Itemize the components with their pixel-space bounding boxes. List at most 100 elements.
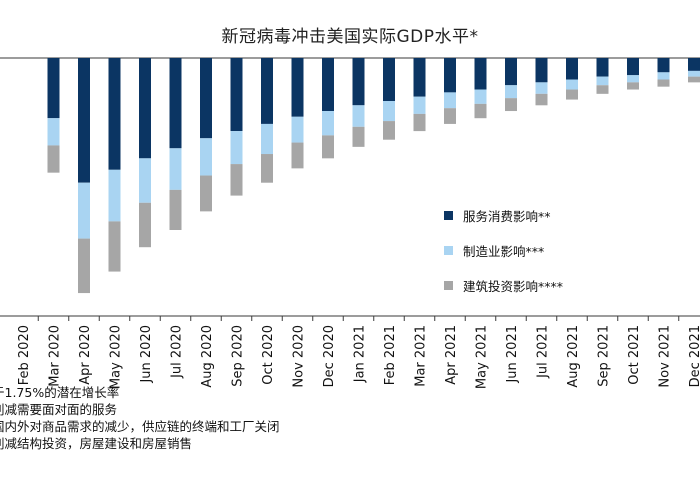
bar-construction — [322, 135, 334, 159]
legend-swatch-manufacturing — [444, 245, 453, 255]
bar-services — [230, 58, 243, 132]
x-tick-label: Oct 2021 — [627, 325, 642, 385]
x-tick-label: Oct 2020 — [261, 325, 276, 385]
bar-manufacturing — [139, 158, 151, 203]
bar-manufacturing — [47, 118, 60, 146]
bar-manufacturing — [261, 123, 273, 155]
footnote-line: 削减结构投资，房屋建设和房屋销售 — [0, 436, 193, 451]
bar-services — [322, 58, 334, 112]
bar-services — [688, 58, 700, 71]
x-tick-label: Sep 2020 — [231, 325, 246, 387]
bar-manufacturing — [657, 72, 670, 80]
x-tick-label: May 2020 — [109, 325, 124, 389]
bar-manufacturing — [535, 82, 548, 94]
x-tick-label: Apr 2020 — [78, 325, 93, 385]
bar-services — [413, 58, 426, 97]
x-tick-label: Jan 2021 — [353, 325, 368, 383]
legend-label-construction: 建筑投资影响**** — [463, 278, 564, 294]
x-tick-label: Dec 2021 — [688, 325, 700, 387]
bar-construction — [230, 164, 243, 196]
x-tick-label: Sep 2021 — [597, 325, 612, 387]
bar-manufacturing — [78, 182, 90, 239]
bar-manufacturing — [200, 138, 212, 176]
bar-manufacturing — [474, 89, 487, 104]
legend-swatch-construction — [444, 280, 453, 290]
bar-services — [291, 58, 304, 117]
x-tick-label: Aug 2021 — [566, 325, 581, 388]
x-tick-label: Dec 2020 — [322, 325, 337, 387]
bar-construction — [169, 189, 182, 230]
bar-services — [383, 58, 395, 101]
bar-manufacturing — [291, 116, 304, 143]
bar-manufacturing — [413, 96, 426, 114]
bar-manufacturing — [383, 101, 395, 122]
bar-construction — [200, 175, 212, 212]
bar-construction — [474, 103, 487, 119]
legend-item-services: 服务消费影响** — [444, 207, 551, 224]
bar-construction — [688, 76, 700, 83]
bar-construction — [139, 202, 151, 248]
bar-manufacturing — [688, 70, 700, 77]
x-tick-label: Mar 2020 — [48, 325, 63, 387]
footnote-line: 削减需要面对面的服务 — [0, 402, 118, 417]
bar-services — [596, 58, 609, 77]
bar-construction — [352, 126, 365, 147]
x-tick-label: Jun 2020 — [139, 325, 154, 384]
bar-construction — [383, 121, 395, 140]
footnotes: 于1.75%的潜在增长率 削减需要面对面的服务 国内外对商品需求的减少，供应链的… — [0, 384, 280, 452]
bar-construction — [291, 142, 304, 169]
bar-services — [139, 58, 151, 159]
bar-construction — [627, 82, 639, 90]
bar-construction — [108, 221, 121, 272]
bar-construction — [78, 238, 90, 294]
x-tick-label: May 2021 — [475, 325, 490, 389]
bar-services — [657, 58, 670, 73]
bar-manufacturing — [566, 79, 578, 90]
bar-services — [627, 58, 639, 76]
bar-manufacturing — [596, 76, 609, 86]
bar-services — [444, 58, 456, 93]
bar-services — [108, 58, 121, 170]
bar-services — [200, 58, 212, 139]
bar-manufacturing — [505, 85, 517, 99]
bar-manufacturing — [627, 75, 639, 83]
chart-title: 新冠病毒冲击美国实际GDP水平* — [221, 27, 479, 47]
legend-item-manufacturing: 制造业影响*** — [444, 242, 545, 259]
bar-manufacturing — [352, 105, 365, 127]
legend-item-construction: 建筑投资影响**** — [444, 277, 564, 294]
x-tick-label: Feb 2020 — [17, 325, 32, 385]
bar-construction — [657, 79, 670, 87]
x-tick-label: Jul 2020 — [170, 325, 185, 379]
bar-services — [474, 58, 487, 90]
bar-construction — [444, 108, 456, 124]
bar-construction — [47, 145, 60, 173]
bar-services — [47, 58, 60, 119]
bar-manufacturing — [230, 131, 243, 165]
footnote-line: 国内外对商品需求的减少，供应链的终端和工厂关闭 — [0, 419, 280, 434]
bar-services — [78, 58, 90, 183]
x-tick-label: Nov 2021 — [658, 325, 673, 388]
bar-construction — [505, 98, 517, 112]
legend-label-manufacturing: 制造业影响*** — [463, 243, 545, 259]
bar-construction — [535, 93, 548, 106]
bar-services — [352, 58, 365, 106]
bar-construction — [596, 85, 609, 94]
x-tick-label: Mar 2021 — [414, 325, 429, 387]
legend-label-services: 服务消费影响** — [463, 208, 551, 224]
legend-swatch-services — [444, 210, 453, 220]
bar-manufacturing — [322, 111, 334, 136]
bar-manufacturing — [444, 92, 456, 109]
bar-construction — [566, 89, 578, 100]
bar-manufacturing — [108, 169, 121, 222]
bar-construction — [261, 154, 273, 183]
bar-manufacturing — [169, 148, 182, 190]
x-tick-label: Apr 2021 — [444, 325, 459, 385]
bar-services — [505, 58, 517, 86]
x-tick-label: Feb 2021 — [383, 325, 398, 385]
x-tick-label: Nov 2020 — [292, 325, 307, 388]
bar-services — [169, 58, 182, 149]
footnote-line: 于1.75%的潜在增长率 — [0, 385, 120, 400]
bar-services — [535, 58, 548, 83]
bar-construction — [413, 113, 426, 132]
